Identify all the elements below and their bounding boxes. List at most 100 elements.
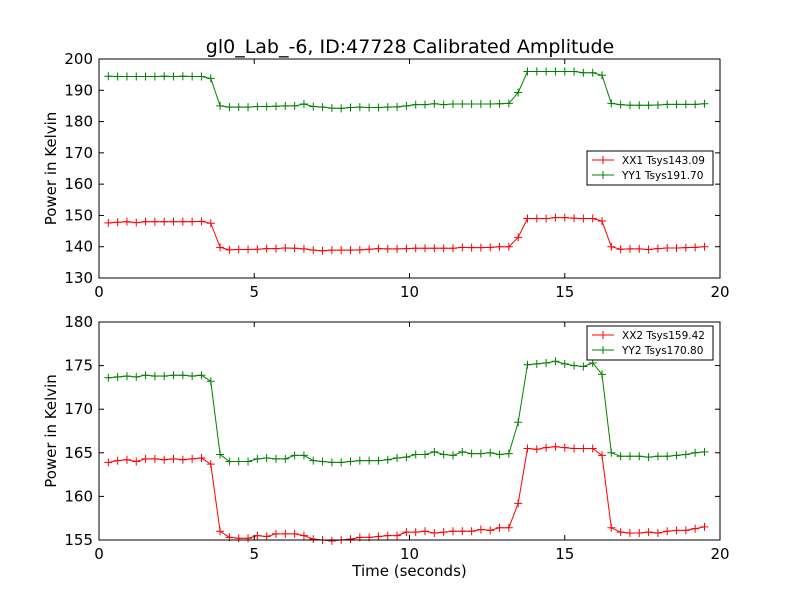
data-point <box>570 361 579 370</box>
data-point <box>262 454 271 463</box>
data-point <box>337 104 346 113</box>
data-point <box>542 358 551 367</box>
data-point <box>290 529 299 538</box>
data-point <box>598 71 607 80</box>
data-point <box>188 217 197 226</box>
data-point <box>653 529 662 538</box>
data-point <box>253 102 262 111</box>
data-point <box>439 244 448 253</box>
data-point <box>197 454 206 463</box>
data-point <box>681 243 690 252</box>
data-point <box>150 217 159 226</box>
data-point <box>216 450 225 459</box>
data-point <box>523 360 532 369</box>
data-point <box>383 531 392 540</box>
y-tick-label: 190 <box>64 81 93 99</box>
y-tick-label: 175 <box>64 357 93 375</box>
data-point <box>281 101 290 110</box>
legend-swatch-marker <box>599 331 607 339</box>
data-point <box>346 246 355 255</box>
x-tick-label: 20 <box>710 545 729 563</box>
data-point <box>365 456 374 465</box>
data-point <box>514 418 523 427</box>
data-point <box>514 233 523 242</box>
data-point <box>458 100 467 109</box>
data-point <box>653 244 662 253</box>
data-point <box>551 357 560 366</box>
data-point <box>663 100 672 109</box>
data-point <box>644 453 653 462</box>
chart-bottom: 0 5 10 15 20 155 160 165 170 175 180 Power in Kelvi… <box>42 313 730 580</box>
data-point <box>467 100 476 109</box>
data-point <box>663 452 672 461</box>
data-point <box>197 72 206 81</box>
data-point <box>253 245 262 254</box>
data-point <box>439 450 448 459</box>
data-point <box>355 103 364 112</box>
legend-entry-label: XX2 Tsys159.42 <box>622 330 705 342</box>
data-point <box>551 67 560 76</box>
data-point <box>178 371 187 380</box>
y-tick-label: 160 <box>64 487 93 505</box>
legend-box <box>586 150 714 186</box>
data-point <box>560 67 569 76</box>
data-point <box>448 527 457 536</box>
data-point <box>439 528 448 537</box>
data-point <box>616 245 625 254</box>
data-point <box>169 454 178 463</box>
data-point <box>504 449 513 458</box>
data-point <box>476 243 485 252</box>
data-point <box>206 460 215 469</box>
data-point <box>476 525 485 534</box>
data-point <box>607 99 616 108</box>
data-point <box>486 448 495 457</box>
data-point <box>290 451 299 460</box>
data-point <box>458 243 467 252</box>
x-tick-label: 10 <box>400 283 419 301</box>
data-point <box>393 102 402 111</box>
data-point <box>588 68 597 77</box>
data-point <box>104 218 113 227</box>
data-point <box>588 444 597 453</box>
data-point <box>430 447 439 456</box>
data-point <box>467 449 476 458</box>
data-point <box>448 451 457 460</box>
data-point <box>234 534 243 543</box>
data-point <box>430 244 439 253</box>
data-point <box>448 244 457 253</box>
x-tick-label: 5 <box>249 545 259 563</box>
data-point <box>206 74 215 83</box>
data-point <box>635 101 644 110</box>
data-point <box>607 448 616 457</box>
data-point <box>616 528 625 537</box>
data-point <box>141 371 150 380</box>
data-point <box>104 458 113 467</box>
data-point <box>337 246 346 255</box>
data-point <box>374 532 383 541</box>
data-point <box>299 451 308 460</box>
data-point <box>542 214 551 223</box>
data-point <box>411 450 420 459</box>
y-axis-label: Power in Kelvin <box>42 112 60 226</box>
data-point <box>570 444 579 453</box>
x-tick-label: 15 <box>555 283 574 301</box>
data-point <box>281 243 290 252</box>
data-point <box>467 243 476 252</box>
data-point <box>160 72 169 81</box>
data-point <box>411 244 420 253</box>
data-point <box>560 443 569 452</box>
data-point <box>346 457 355 466</box>
data-point <box>374 456 383 465</box>
data-point <box>607 523 616 532</box>
data-point <box>225 245 234 254</box>
data-point <box>421 244 430 253</box>
data-point <box>504 242 513 251</box>
data-point <box>122 72 131 81</box>
data-point <box>150 372 159 381</box>
data-point <box>495 242 504 251</box>
data-point <box>104 72 113 81</box>
data-point <box>169 371 178 380</box>
data-point <box>216 527 225 536</box>
data-point <box>598 217 607 226</box>
